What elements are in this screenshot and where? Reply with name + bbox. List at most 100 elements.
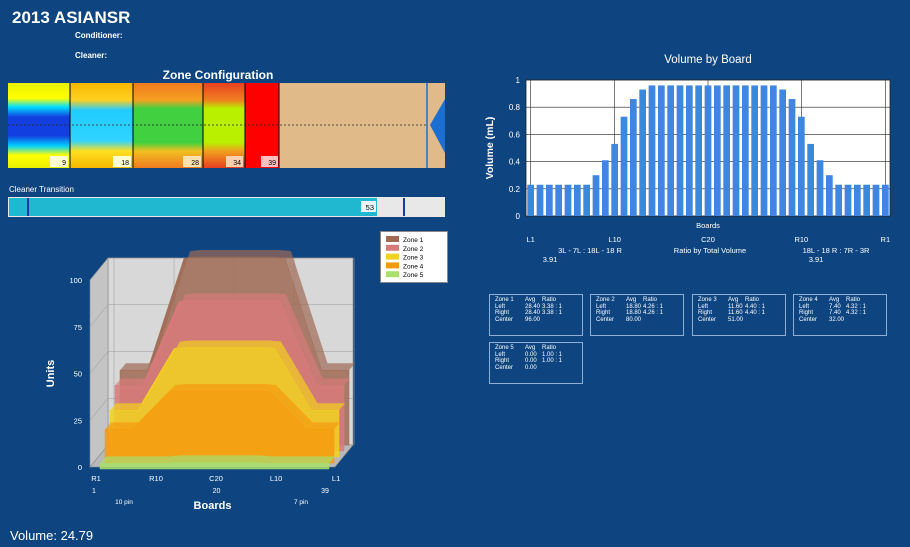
zone-stats-cell: 11.60 bbox=[728, 310, 743, 317]
chart3d-xlabel: Boards bbox=[194, 500, 232, 512]
zone-stats-cell: Ratio bbox=[846, 297, 861, 303]
zone-stats-cell: Center bbox=[596, 316, 615, 323]
zone-stats-cell: 4.32 : 1 bbox=[846, 310, 867, 317]
legend-swatch bbox=[386, 236, 399, 242]
vbb-bar bbox=[825, 175, 833, 216]
vbb-bar bbox=[583, 184, 591, 216]
zone-stats-row: Left 0.00 1.00 : 1 bbox=[495, 352, 582, 359]
vbb-bar bbox=[713, 85, 721, 216]
vbb-y-tick: 0.6 bbox=[509, 130, 521, 139]
zone-marker-3: 28 bbox=[191, 160, 199, 167]
vbb-bar bbox=[676, 85, 684, 216]
chart3d-ylabel: Units bbox=[45, 360, 57, 388]
zone-stats-cell: Zone 4 bbox=[799, 297, 818, 303]
vbb-ratio-left-value: 3.91 bbox=[543, 255, 558, 264]
zone-stats-box: Zone 4 Avg Ratio Left 7.40 4.32 : 1 Right 7.40 4… bbox=[793, 294, 887, 336]
chart3d-x-sub-tick: 20 bbox=[213, 488, 221, 495]
zone-stats-cell: 28.40 bbox=[525, 303, 541, 310]
vbb-bar bbox=[648, 85, 656, 216]
zone-stats-row: Center 32.00 bbox=[799, 317, 886, 324]
vbb-bar bbox=[592, 175, 600, 216]
chart3d-x-tick: L10 bbox=[270, 474, 283, 483]
zone-stats-cell bbox=[542, 365, 572, 372]
vbb-x-tick: L10 bbox=[608, 235, 621, 244]
vbb-y-tick: 1 bbox=[516, 76, 521, 85]
vbb-bar bbox=[704, 85, 712, 216]
zone-stats-cell: Right bbox=[698, 310, 713, 317]
zone-stats-cell: 7.40 bbox=[829, 310, 841, 317]
zone-stats-row: Center 96.00 bbox=[495, 317, 582, 324]
vbb-bar bbox=[695, 85, 703, 216]
zone-stats-cell: Center bbox=[698, 316, 717, 323]
zone-stats-cell: Right bbox=[495, 310, 510, 317]
vbb-bar bbox=[527, 184, 535, 216]
zone-stats-cell: Right bbox=[799, 310, 814, 317]
zone-stats-cell: Ratio bbox=[643, 297, 658, 303]
vbb-bar bbox=[816, 160, 824, 216]
chart3d-pin-left: 10 pin bbox=[115, 499, 133, 506]
vbb-bar bbox=[835, 184, 843, 216]
zone-stats-cell: 18.80 bbox=[626, 303, 642, 310]
chart3d-y-tick: 25 bbox=[74, 416, 82, 425]
vbb-x-tick: R10 bbox=[794, 235, 808, 244]
vbb-bar bbox=[723, 85, 731, 216]
vbb-bar bbox=[769, 85, 777, 216]
vbb-bar bbox=[657, 85, 665, 216]
vbb-ratio-center: Ratio by Total Volume bbox=[674, 246, 746, 255]
zone-stats-row: Zone 2 Avg Ratio bbox=[596, 297, 683, 304]
zone-stats-cell: 1.00 : 1 bbox=[542, 351, 563, 358]
zone-stats-cell: Zone 2 bbox=[596, 297, 615, 303]
zone-stats-row: Zone 5 Avg Ratio bbox=[495, 345, 582, 352]
cleaner-label: Cleaner: bbox=[75, 51, 108, 60]
zone-configuration-strip: 9 18 28 34 39 bbox=[8, 83, 445, 168]
zone-stats-row: Zone 1 Avg Ratio bbox=[495, 297, 582, 304]
chart3d-x-tick: R10 bbox=[149, 474, 163, 483]
cleaner-transition-value: 53 bbox=[366, 203, 374, 212]
vbb-bar bbox=[751, 85, 759, 216]
legend-item: Zone 3 bbox=[403, 255, 424, 262]
zone-stats-cell: Left bbox=[799, 303, 810, 310]
zone-units-3d-chart: 0 25 50 75 100 R1 R10 C20 L10 L1 1 20 39 10 pin 7 pin B… bbox=[45, 250, 355, 512]
zone-stats-cell: 96.00 bbox=[525, 316, 541, 323]
page-title: 2013 ASIANSR bbox=[12, 8, 131, 27]
chart3d-y-tick: 100 bbox=[69, 276, 82, 285]
zone-stats-cell: 28.40 bbox=[525, 310, 541, 317]
vbb-bar bbox=[741, 85, 749, 216]
zone-stats-cell: Avg bbox=[525, 297, 536, 303]
vbb-y-tick: 0.4 bbox=[509, 158, 521, 167]
vbb-bar bbox=[545, 184, 553, 216]
chart3d-area-top-4 bbox=[105, 383, 340, 430]
zone-stats-cell: 3.38 : 1 bbox=[542, 303, 563, 310]
chart3d-areas bbox=[99, 250, 355, 470]
vbb-ratio-right: 18L - 18 R : 7R - 3R bbox=[803, 246, 870, 255]
vbb-xlabel: Boards bbox=[696, 221, 720, 230]
legend-swatch bbox=[386, 244, 399, 251]
zone-stats-cell: Avg bbox=[626, 297, 637, 303]
zone-stats-cell: Left bbox=[495, 351, 506, 358]
vbb-bar bbox=[872, 184, 880, 216]
vbb-bars bbox=[527, 85, 889, 216]
zone-stats-box: Zone 3 Avg Ratio Left 11.60 4.40 : 1 Right 11.6… bbox=[692, 294, 786, 336]
zone-stats-cell: Left bbox=[698, 303, 709, 310]
zone-stats-cell: 51.00 bbox=[728, 316, 744, 323]
zone-stats-cell: Right bbox=[596, 310, 611, 317]
zone-stats-cell: Avg bbox=[728, 297, 739, 303]
zone-stats-cell bbox=[643, 317, 673, 324]
zone-stats-cell: Center bbox=[799, 316, 818, 323]
legend-swatch bbox=[386, 262, 399, 269]
vbb-bar bbox=[564, 184, 572, 216]
zone-stats-row: Zone 4 Avg Ratio bbox=[799, 297, 886, 304]
zone-stats-cell: Ratio bbox=[745, 297, 760, 303]
chart3d-pin-right: 7 pin bbox=[294, 499, 308, 506]
zone-stats-cell: Avg bbox=[525, 345, 536, 351]
legend-item: Zone 2 bbox=[403, 246, 424, 253]
chart3d-labels: 0 25 50 75 100 R1 R10 C20 L10 L1 1 20 39 10 pin 7 pin B… bbox=[45, 276, 340, 512]
vbb-bar bbox=[629, 99, 637, 216]
vbb-bar bbox=[788, 99, 796, 216]
vbb-bar bbox=[536, 184, 544, 216]
vbb-bar bbox=[601, 160, 609, 216]
vbb-bar bbox=[611, 143, 619, 216]
zone-stats-row: Left 11.60 4.40 : 1 bbox=[698, 304, 785, 311]
zone-stats-row: Zone 3 Avg Ratio bbox=[698, 297, 785, 304]
vbb-bar bbox=[639, 89, 647, 216]
